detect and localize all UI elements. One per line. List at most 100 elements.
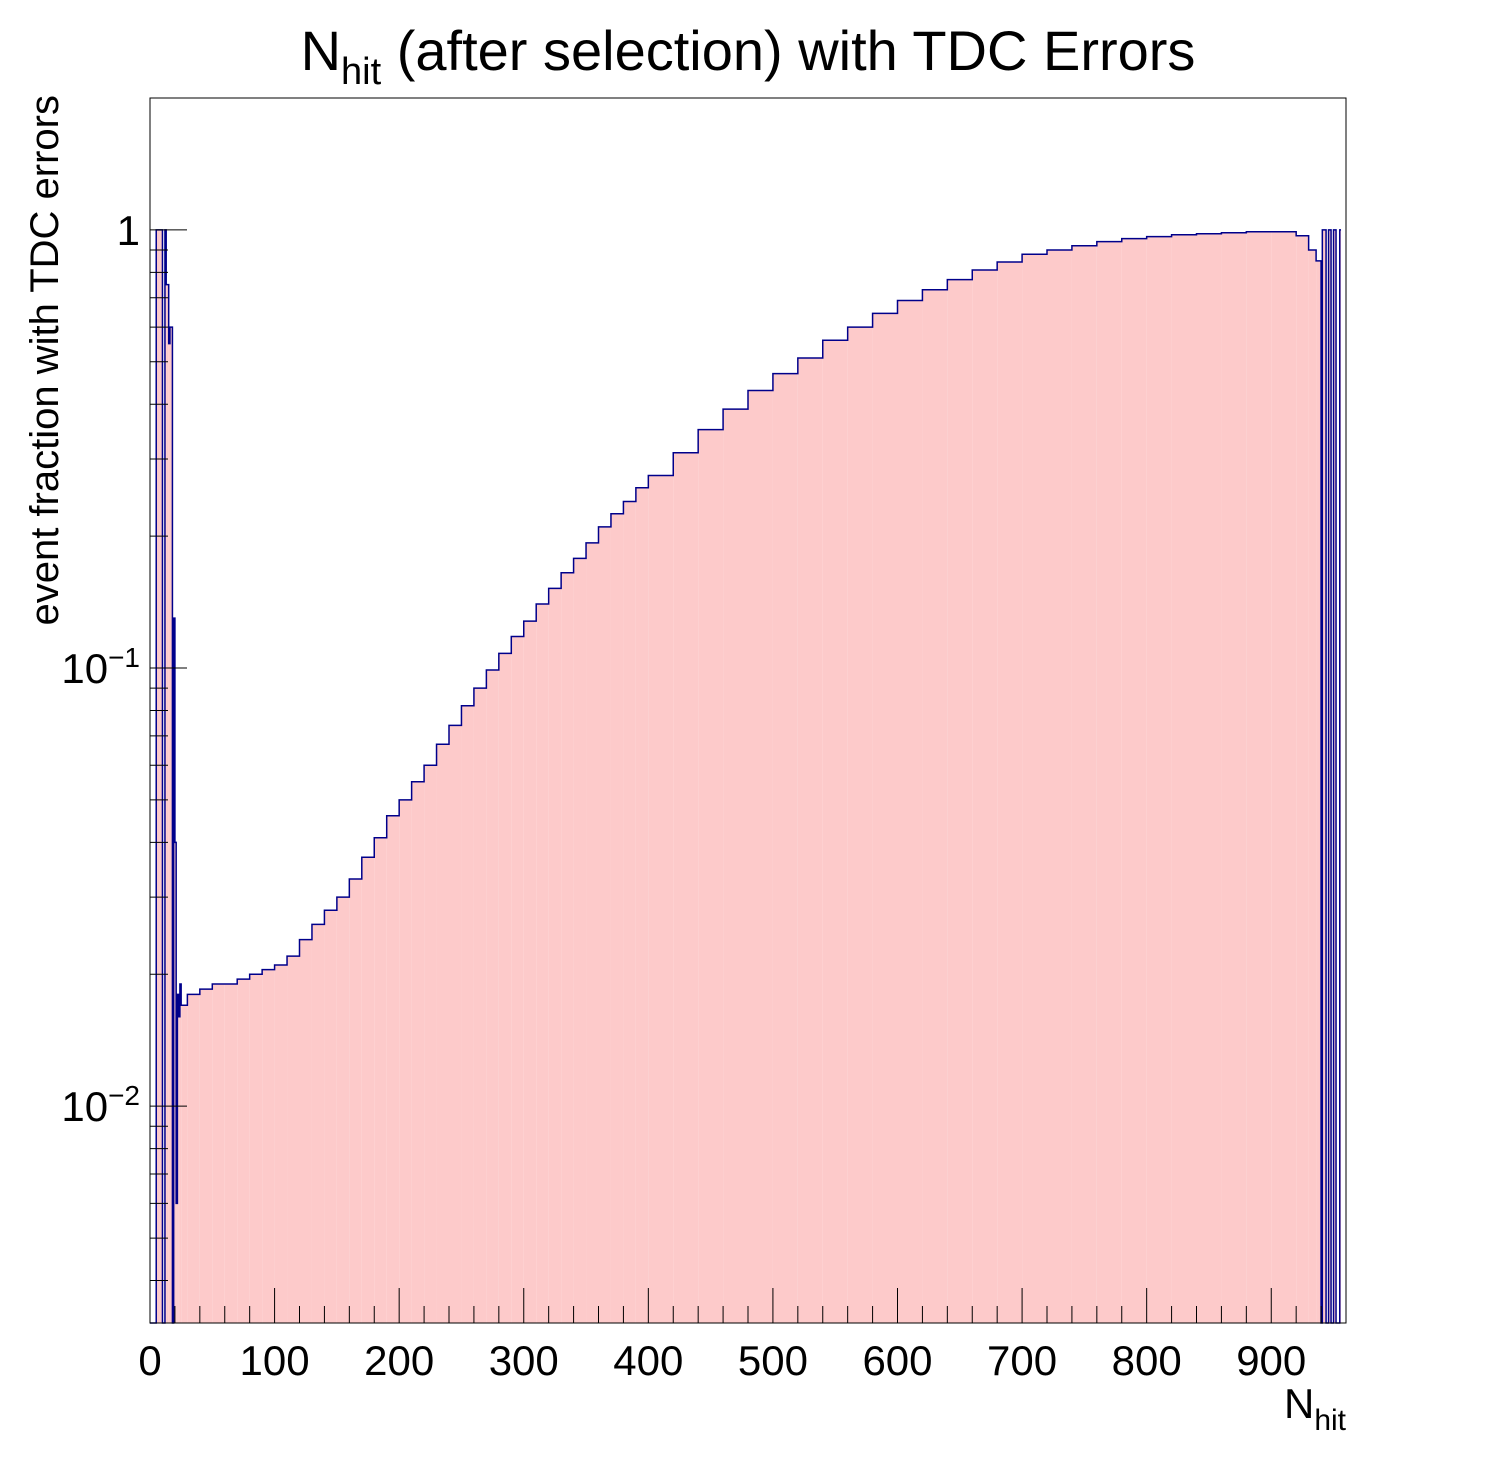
x-tick-label: 0 bbox=[138, 1337, 161, 1384]
histogram-bin bbox=[648, 475, 674, 1323]
histogram-bin bbox=[212, 984, 225, 1323]
histogram-bin bbox=[169, 327, 173, 1323]
histogram-step-line bbox=[150, 229, 1342, 1324]
x-tick-label: 200 bbox=[364, 1337, 434, 1384]
histogram-bin bbox=[523, 621, 537, 1323]
histogram-bin bbox=[972, 269, 998, 1324]
histogram-bin bbox=[176, 1203, 178, 1323]
histogram-bin bbox=[536, 604, 549, 1323]
histogram-bin bbox=[324, 910, 337, 1323]
histogram-bin bbox=[847, 327, 873, 1323]
histogram-bin bbox=[436, 744, 449, 1323]
histogram-line bbox=[150, 229, 1342, 1324]
histogram-bin bbox=[635, 487, 649, 1323]
histogram-fill bbox=[156, 229, 1342, 1324]
histogram-bin bbox=[997, 261, 1023, 1324]
histogram-bin bbox=[797, 358, 823, 1324]
histogram-bin bbox=[748, 390, 773, 1324]
x-label-subscript: hit bbox=[1314, 1404, 1346, 1437]
histogram-bin bbox=[249, 974, 263, 1323]
histogram-bin bbox=[411, 781, 425, 1323]
histogram-bin bbox=[1328, 229, 1332, 1324]
x-tick-label: 100 bbox=[240, 1337, 310, 1384]
histogram-bin bbox=[336, 897, 350, 1323]
x-tick-label: 800 bbox=[1112, 1337, 1182, 1384]
histogram-bin bbox=[1322, 229, 1327, 1324]
histogram-bin bbox=[374, 837, 387, 1323]
histogram-bin bbox=[159, 229, 163, 1324]
histogram-bin bbox=[1196, 233, 1222, 1324]
histogram-bin bbox=[822, 340, 848, 1324]
histogram-bin bbox=[1246, 231, 1272, 1323]
y-tick-label: 1 bbox=[117, 207, 140, 254]
histogram-bin bbox=[224, 984, 238, 1323]
histogram-bin bbox=[1121, 238, 1147, 1323]
histogram-bin bbox=[166, 284, 169, 1323]
histogram-bin bbox=[498, 653, 512, 1323]
histogram-bin bbox=[772, 373, 798, 1323]
histogram-bin bbox=[897, 300, 923, 1324]
histogram-bin bbox=[872, 313, 898, 1323]
histogram-bin bbox=[179, 984, 182, 1323]
y-axis-label: event fraction with TDC errors bbox=[23, 95, 67, 626]
histogram-bin bbox=[187, 994, 200, 1323]
histogram-bin bbox=[548, 588, 562, 1323]
histogram-bin bbox=[698, 429, 724, 1323]
histogram-bin bbox=[1171, 234, 1197, 1323]
histogram-bin bbox=[561, 572, 574, 1323]
x-tick-label: 300 bbox=[489, 1337, 559, 1384]
histogram-bin bbox=[424, 765, 437, 1323]
histogram-bin bbox=[287, 956, 300, 1323]
histogram-bin bbox=[156, 229, 160, 1324]
histogram-bin bbox=[511, 636, 524, 1323]
histogram-bin bbox=[361, 857, 375, 1323]
histogram-bin bbox=[1096, 241, 1122, 1323]
histogram-bin bbox=[1271, 231, 1297, 1323]
histogram-bin bbox=[1047, 249, 1072, 1323]
histogram-bin bbox=[1333, 229, 1337, 1324]
histogram-bin bbox=[598, 526, 611, 1323]
histogram-bin bbox=[623, 501, 636, 1323]
histogram-bin bbox=[178, 1016, 180, 1323]
x-tick-label: 900 bbox=[1236, 1337, 1306, 1384]
x-tick-label: 600 bbox=[862, 1337, 932, 1384]
histogram-bin bbox=[673, 452, 699, 1324]
histogram-bin bbox=[237, 979, 250, 1323]
histogram-bin bbox=[168, 343, 170, 1323]
histogram-bin bbox=[1316, 260, 1322, 1323]
x-tick-label: 500 bbox=[738, 1337, 808, 1384]
histogram-bin bbox=[922, 289, 948, 1323]
histogram-bin bbox=[274, 965, 288, 1323]
histogram-bin bbox=[1071, 245, 1097, 1323]
histogram-bin bbox=[386, 815, 400, 1323]
histogram-bin bbox=[586, 542, 599, 1323]
histogram-bin bbox=[311, 924, 325, 1323]
histogram-bin bbox=[1221, 232, 1247, 1323]
x-tick-label: 700 bbox=[987, 1337, 1057, 1384]
histogram-bin bbox=[610, 513, 624, 1323]
x-axis-ticks: 0 100 200 300 400 500 600 700 800 900 bbox=[138, 1288, 1347, 1384]
title-main: N bbox=[301, 19, 341, 82]
y-tick-label: 10−2 bbox=[61, 1080, 140, 1130]
histogram-bin bbox=[947, 279, 973, 1323]
x-axis-label: Nhit bbox=[1284, 1380, 1347, 1437]
histogram-bin bbox=[1022, 254, 1047, 1323]
histogram-bin bbox=[181, 1005, 188, 1323]
histogram-bin bbox=[573, 558, 587, 1323]
histogram-bin bbox=[486, 669, 499, 1323]
histogram-bin bbox=[473, 688, 487, 1323]
histogram-bin bbox=[723, 409, 748, 1323]
title-subscript: hit bbox=[341, 51, 382, 93]
y-tick-label: 10−1 bbox=[61, 642, 140, 692]
histogram-bin bbox=[399, 799, 412, 1323]
histogram-bin bbox=[199, 989, 213, 1323]
histogram-bin bbox=[262, 969, 275, 1323]
chart-title: Nhit (after selection) with TDC Errors bbox=[301, 19, 1196, 93]
title-rest: (after selection) with TDC Errors bbox=[381, 19, 1195, 82]
x-label-main: N bbox=[1284, 1380, 1314, 1427]
histogram-bin bbox=[1296, 235, 1309, 1324]
histogram-bin bbox=[1146, 236, 1172, 1324]
histogram-bin bbox=[449, 725, 462, 1323]
histogram-bin bbox=[299, 939, 312, 1323]
